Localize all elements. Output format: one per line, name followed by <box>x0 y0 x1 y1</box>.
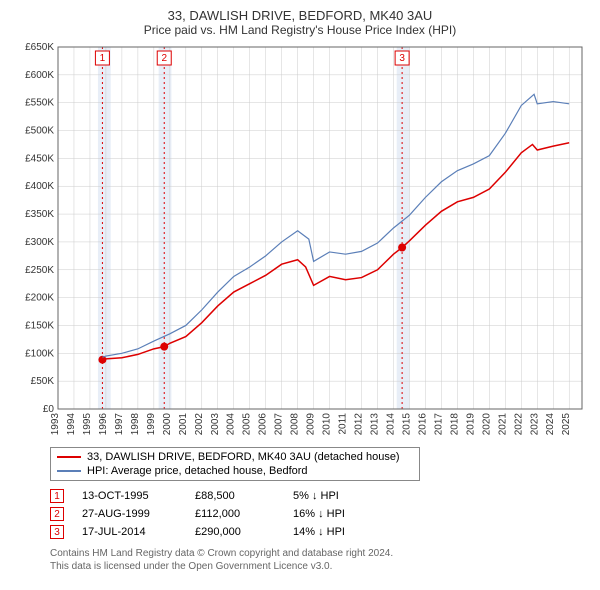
event-number: 2 <box>50 507 64 521</box>
x-tick-label: 2025 <box>561 413 572 436</box>
footer-attribution: Contains HM Land Registry data © Crown c… <box>50 547 590 573</box>
x-tick-label: 2014 <box>385 413 396 436</box>
y-tick-label: £100K <box>25 348 54 359</box>
legend-swatch <box>57 470 81 472</box>
event-row: 3 17-JUL-2014 £290,000 14% ↓ HPI <box>50 523 590 541</box>
legend-label: 33, DAWLISH DRIVE, BEDFORD, MK40 3AU (de… <box>87 451 400 463</box>
x-tick-label: 2019 <box>465 413 476 436</box>
shaded-band <box>159 47 172 409</box>
x-tick-label: 2003 <box>210 413 221 436</box>
x-tick-label: 1999 <box>146 413 157 436</box>
event-row: 2 27-AUG-1999 £112,000 16% ↓ HPI <box>50 505 590 523</box>
x-tick-label: 2002 <box>194 413 205 436</box>
y-tick-label: £550K <box>25 98 54 109</box>
x-tick-label: 2008 <box>290 413 301 436</box>
x-tick-label: 2015 <box>401 413 412 436</box>
x-tick-label: 2009 <box>306 413 317 436</box>
x-tick-label: 2000 <box>162 413 173 436</box>
event-marker-label: 3 <box>399 53 405 64</box>
x-tick-label: 2004 <box>226 413 237 436</box>
event-pct: 16% ↓ HPI <box>293 508 383 520</box>
x-tick-label: 2020 <box>481 413 492 436</box>
x-tick-label: 1994 <box>66 413 77 436</box>
x-tick-label: 1997 <box>114 413 125 436</box>
event-date: 27-AUG-1999 <box>82 508 177 520</box>
series-marker <box>398 243 406 251</box>
price-chart: £0£50K£100K£150K£200K£250K£300K£350K£400… <box>10 41 590 441</box>
series-marker <box>160 343 168 351</box>
y-tick-label: £350K <box>25 209 54 220</box>
y-tick-label: £500K <box>25 126 54 137</box>
chart-subtitle: Price paid vs. HM Land Registry's House … <box>10 23 590 37</box>
event-row: 1 13-OCT-1995 £88,500 5% ↓ HPI <box>50 487 590 505</box>
event-date: 17-JUL-2014 <box>82 526 177 538</box>
x-tick-label: 2023 <box>529 413 540 436</box>
x-tick-label: 1998 <box>130 413 141 436</box>
series-hpi <box>102 94 569 357</box>
event-pct: 14% ↓ HPI <box>293 526 383 538</box>
legend-box: 33, DAWLISH DRIVE, BEDFORD, MK40 3AU (de… <box>50 447 420 481</box>
x-tick-label: 2024 <box>545 413 556 436</box>
x-tick-label: 2010 <box>322 413 333 436</box>
event-number: 3 <box>50 525 64 539</box>
x-tick-label: 2006 <box>258 413 269 436</box>
x-tick-label: 2001 <box>178 413 189 436</box>
chart-area: £0£50K£100K£150K£200K£250K£300K£350K£400… <box>10 41 590 441</box>
y-tick-label: £450K <box>25 153 54 164</box>
event-price: £88,500 <box>195 490 275 502</box>
footer-line2: This data is licensed under the Open Gov… <box>50 560 590 573</box>
y-tick-label: £400K <box>25 181 54 192</box>
x-tick-label: 2012 <box>354 413 365 436</box>
footer-line1: Contains HM Land Registry data © Crown c… <box>50 547 590 560</box>
x-tick-label: 2005 <box>242 413 253 436</box>
legend-label: HPI: Average price, detached house, Bedf… <box>87 465 308 477</box>
y-tick-label: £300K <box>25 237 54 248</box>
event-marker-label: 1 <box>100 53 106 64</box>
event-date: 13-OCT-1995 <box>82 490 177 502</box>
x-tick-label: 2018 <box>449 413 460 436</box>
x-tick-label: 2013 <box>370 413 381 436</box>
chart-title: 33, DAWLISH DRIVE, BEDFORD, MK40 3AU <box>10 8 590 23</box>
x-tick-label: 2021 <box>497 413 508 436</box>
x-tick-label: 2022 <box>513 413 524 436</box>
y-tick-label: £250K <box>25 265 54 276</box>
x-tick-label: 1993 <box>50 413 61 436</box>
y-tick-label: £650K <box>25 42 54 53</box>
x-tick-label: 2016 <box>417 413 428 436</box>
event-number: 1 <box>50 489 64 503</box>
x-tick-label: 2017 <box>433 413 444 436</box>
shaded-band <box>397 47 410 409</box>
shaded-band <box>98 47 111 409</box>
legend-item: 33, DAWLISH DRIVE, BEDFORD, MK40 3AU (de… <box>57 450 413 464</box>
x-tick-label: 2011 <box>338 413 349 435</box>
events-table: 1 13-OCT-1995 £88,500 5% ↓ HPI 2 27-AUG-1999 £… <box>50 487 590 541</box>
y-tick-label: £150K <box>25 320 54 331</box>
x-tick-label: 2007 <box>274 413 285 436</box>
legend-swatch <box>57 456 81 458</box>
event-price: £290,000 <box>195 526 275 538</box>
event-marker-label: 2 <box>161 53 167 64</box>
y-tick-label: £50K <box>31 376 55 387</box>
legend-item: HPI: Average price, detached house, Bedf… <box>57 464 413 478</box>
y-tick-label: £600K <box>25 70 54 81</box>
event-price: £112,000 <box>195 508 275 520</box>
x-tick-label: 1995 <box>82 413 93 436</box>
x-tick-label: 1996 <box>98 413 109 436</box>
y-tick-label: £200K <box>25 293 54 304</box>
page-container: 33, DAWLISH DRIVE, BEDFORD, MK40 3AU Pri… <box>0 0 600 590</box>
event-pct: 5% ↓ HPI <box>293 490 383 502</box>
series-price_paid <box>102 143 569 360</box>
